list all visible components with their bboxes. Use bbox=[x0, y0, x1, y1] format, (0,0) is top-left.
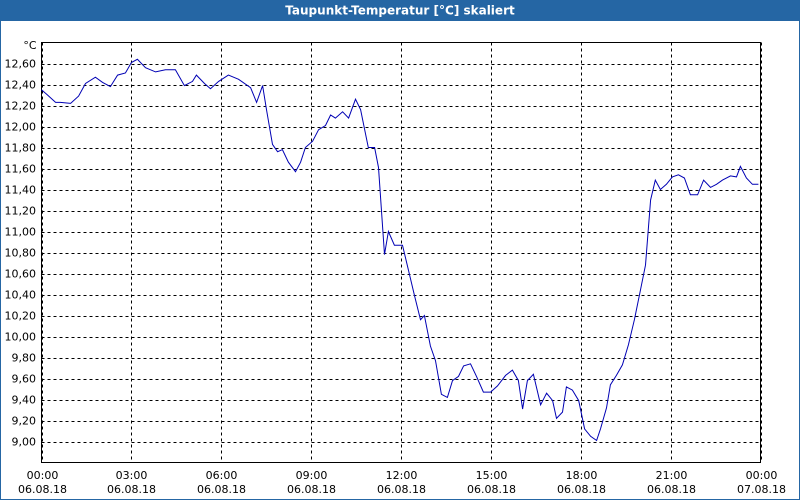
x-tick-label: 03:00 bbox=[116, 469, 148, 482]
y-tick-label: 12,20 bbox=[5, 100, 37, 113]
y-tick-label: 10,00 bbox=[5, 331, 37, 344]
y-tick-label: 11,40 bbox=[5, 184, 37, 197]
x-tick-date: 06.08.18 bbox=[647, 483, 696, 496]
data-line bbox=[41, 58, 759, 442]
y-tick-label: 11,80 bbox=[5, 142, 37, 155]
y-tick-label: 9,20 bbox=[12, 415, 37, 428]
x-tick-date: 06.08.18 bbox=[377, 483, 426, 496]
y-tick-label: 10,60 bbox=[5, 268, 37, 281]
x-tick-date: 06.08.18 bbox=[287, 483, 336, 496]
x-tick-label: 06:00 bbox=[206, 469, 238, 482]
y-tick-label: 12,00 bbox=[5, 121, 37, 134]
title-bar bbox=[0, 0, 800, 21]
y-tick-label: 9,40 bbox=[12, 394, 37, 407]
y-tick-label: 12,40 bbox=[5, 79, 37, 92]
y-tick-label: 11,20 bbox=[5, 205, 37, 218]
y-tick-label: 10,20 bbox=[5, 310, 37, 323]
y-tick-label: 9,00 bbox=[12, 436, 37, 449]
x-tick-label: 00:00 bbox=[27, 469, 59, 482]
x-tick-label: 00:00 bbox=[746, 469, 778, 482]
x-tick-date: 06.08.18 bbox=[107, 483, 156, 496]
x-tick-date: 07.08.18 bbox=[737, 483, 786, 496]
y-tick-label: 10,40 bbox=[5, 289, 37, 302]
y-tick-label: 9,60 bbox=[12, 373, 37, 386]
x-tick-date: 06.08.18 bbox=[18, 483, 67, 496]
y-tick-label: 10,80 bbox=[5, 247, 37, 260]
x-tick-label: 21:00 bbox=[656, 469, 688, 482]
x-tick-date: 06.08.18 bbox=[557, 483, 606, 496]
x-tick-label: 12:00 bbox=[386, 469, 418, 482]
x-tick-date: 06.08.18 bbox=[467, 483, 516, 496]
y-tick-label: 12,60 bbox=[5, 58, 37, 71]
chart-title: Taupunkt-Temperatur [°C] skaliert bbox=[285, 4, 515, 18]
x-tick-date: 06.08.18 bbox=[197, 483, 246, 496]
y-tick-label: 11,00 bbox=[5, 226, 37, 239]
y-tick-label: 11,60 bbox=[5, 163, 37, 176]
x-tick-label: 09:00 bbox=[296, 469, 328, 482]
y-tick-label: 9,80 bbox=[12, 352, 37, 365]
y-unit: °C bbox=[23, 39, 37, 52]
x-tick-label: 15:00 bbox=[476, 469, 508, 482]
x-tick-label: 18:00 bbox=[566, 469, 598, 482]
